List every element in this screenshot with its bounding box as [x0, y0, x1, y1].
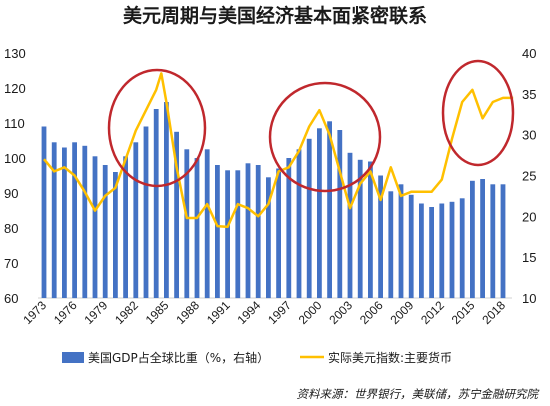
highlight-circle-2001: [268, 81, 382, 193]
x-tick-label: 1979: [82, 298, 111, 327]
gdp-share-bar: [255, 165, 261, 298]
gdp-share-bar: [368, 161, 373, 298]
dollar-index-line: [43, 72, 514, 229]
gdp-share-bar: [378, 175, 383, 298]
legend-bar-swatch: [62, 352, 84, 363]
left-tick-label: 80: [4, 221, 18, 236]
gdp-share-bar: [123, 156, 128, 299]
gdp-share-bar: [439, 203, 445, 298]
x-tick-label: 2003: [326, 298, 355, 327]
x-tick-label: 1973: [20, 298, 49, 327]
chart-title: 美元周期与美国经济基本面紧密联系: [123, 4, 427, 27]
gdp-share-bar: [357, 159, 363, 299]
x-axis: 1973 1976 1979 1982 1985 1988 1991 1994 1997 2000…: [20, 298, 508, 327]
left-tick-label: 60: [4, 291, 18, 306]
left-tick-label: 100: [4, 151, 26, 166]
x-tick-label: 2012: [418, 298, 447, 327]
gdp-share-bar: [164, 102, 169, 298]
left-tick-label: 120: [4, 81, 26, 96]
x-tick-label: 2018: [479, 298, 508, 327]
left-axis: 60 70 80 90 100 110 120 130: [4, 46, 26, 306]
annotation-circles: [107, 59, 515, 193]
gdp-share-bar: [235, 170, 241, 299]
highlight-circle-1985: [107, 68, 207, 188]
left-tick-label: 90: [4, 186, 18, 201]
x-tick-label: 2015: [449, 298, 478, 327]
gdp-share-bar: [204, 149, 210, 299]
legend-line-label: 实际美元指数:主要货币: [328, 350, 452, 365]
gdp-share-bar: [82, 145, 88, 299]
right-tick-label: 25: [522, 169, 536, 184]
gdp-share-bar: [102, 165, 108, 298]
highlight-circle-2016: [441, 59, 515, 167]
gdp-share-bar: [276, 168, 281, 298]
gdp-share-bar: [194, 158, 200, 298]
gdp-share-bar: [215, 165, 220, 298]
gdp-share-bar: [266, 177, 271, 299]
gdp-share-bar: [429, 207, 434, 298]
gdp-share-bar: [92, 156, 98, 299]
gdp-share-bar: [62, 147, 67, 298]
right-tick-label: 40: [522, 46, 536, 61]
x-tick-label: 1985: [143, 298, 172, 327]
gdp-share-bar: [500, 184, 506, 299]
gdp-share-bar: [174, 131, 179, 299]
x-tick-label: 1994: [235, 298, 264, 327]
gdp-share-bar: [143, 126, 149, 298]
gdp-share-bar: [337, 130, 343, 298]
legend-bar-label: 美国GDP占全球比重（%，右轴）: [88, 350, 269, 365]
right-tick-label: 10: [522, 291, 536, 306]
gdp-share-bar: [449, 201, 455, 299]
x-tick-label: 2000: [296, 298, 325, 327]
x-tick-label: 1991: [204, 298, 233, 327]
gdp-share-bar: [388, 191, 394, 299]
gdp-share-bar: [306, 138, 312, 299]
x-tick-label: 2009: [388, 298, 417, 327]
left-tick-label: 110: [4, 116, 25, 131]
gdp-share-bar: [153, 109, 159, 298]
right-tick-label: 35: [522, 87, 536, 102]
right-axis: 10 15 20 25 30 35 40: [522, 46, 536, 306]
x-tick-label: 1988: [173, 298, 202, 327]
legend: 美国GDP占全球比重（%，右轴） 实际美元指数:主要货币: [62, 350, 452, 365]
gdp-share-bar: [408, 194, 414, 299]
x-tick-label: 1982: [112, 298, 141, 327]
left-tick-label: 130: [4, 46, 26, 61]
line-series-dollar-index: [43, 72, 514, 229]
gdp-share-bar: [184, 149, 190, 299]
bar-series-gdp-share: [41, 102, 506, 299]
gdp-share-bar: [113, 172, 118, 298]
gdp-share-bar: [41, 126, 47, 298]
gdp-share-bar: [245, 163, 251, 299]
gdp-share-bar: [51, 142, 57, 299]
x-tick-label: 2006: [357, 298, 386, 327]
gdp-share-bar: [490, 184, 496, 299]
gdp-share-bar: [327, 121, 332, 299]
gdp-share-bar: [317, 128, 322, 299]
x-tick-label: 1997: [265, 298, 294, 327]
gdp-share-bar: [398, 184, 404, 299]
gdp-share-bar: [72, 142, 77, 299]
gdp-share-bar: [133, 142, 139, 299]
gdp-share-bar: [470, 180, 475, 299]
right-tick-label: 15: [522, 250, 536, 265]
gdp-share-bar: [296, 149, 302, 299]
right-tick-label: 30: [522, 128, 536, 143]
gdp-share-bar: [459, 198, 465, 299]
gdp-share-bar: [347, 152, 353, 299]
gdp-share-bar: [225, 170, 230, 299]
x-tick-label: 1976: [51, 298, 80, 327]
left-tick-label: 70: [4, 256, 18, 271]
gdp-share-bar: [480, 179, 485, 298]
gdp-share-bar: [286, 158, 292, 298]
gdp-share-bar: [419, 203, 424, 298]
source-note: 资料来源：世界银行，美联储，苏宁金融研究院: [297, 387, 540, 401]
right-tick-label: 20: [522, 209, 536, 224]
